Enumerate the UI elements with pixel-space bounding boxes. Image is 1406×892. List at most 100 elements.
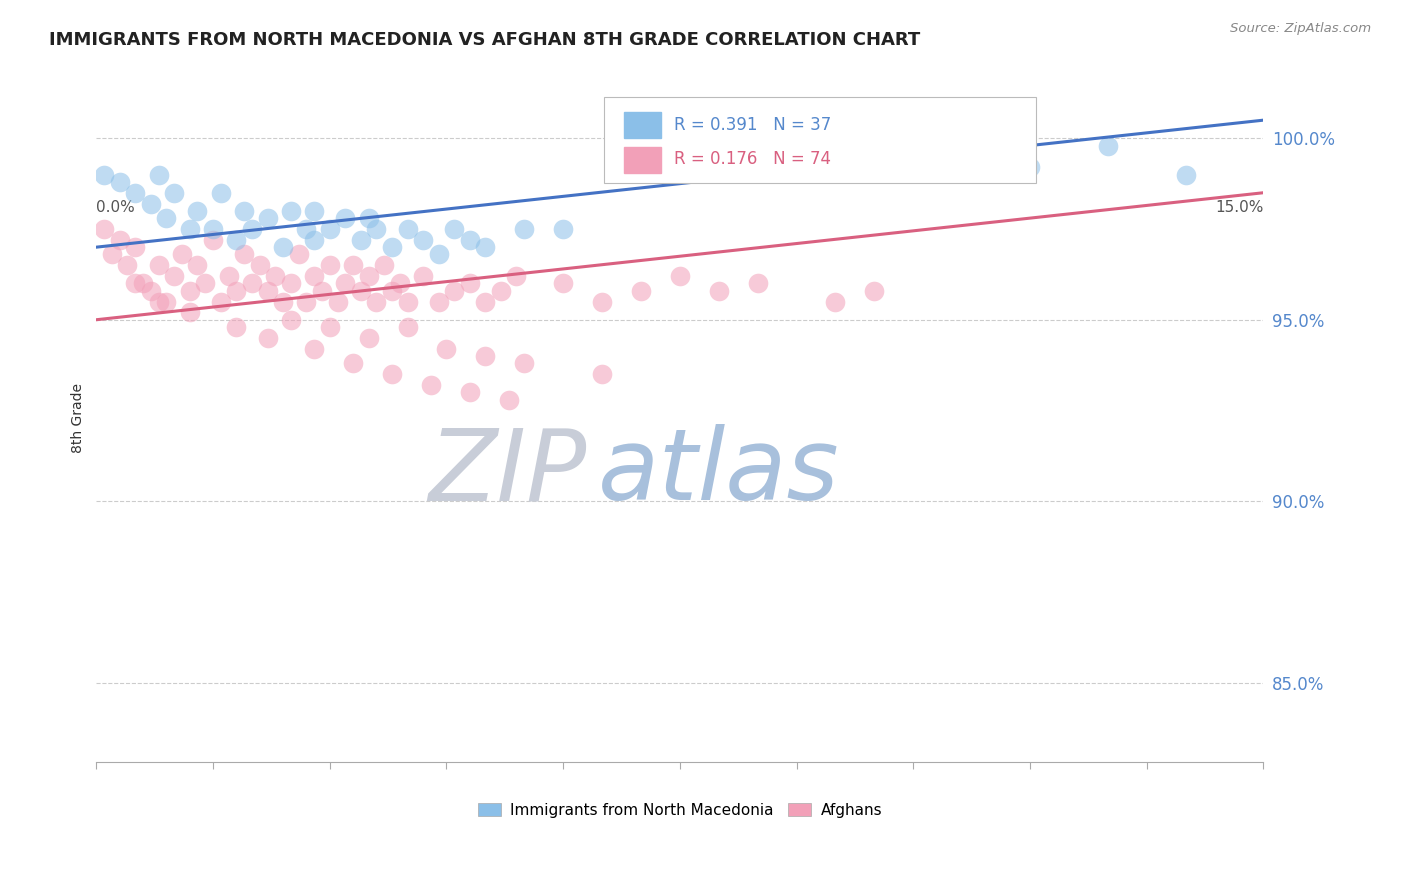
Point [335,277,357,291]
Text: atlas: atlas [598,425,839,521]
Point [233,203,256,218]
Point [179,222,201,236]
Point [342,356,364,370]
Point [396,294,419,309]
Point [474,349,496,363]
Point [155,211,177,226]
Point [155,294,177,309]
Point [357,331,380,345]
Point [747,277,769,291]
Text: Source: ZipAtlas.com: Source: ZipAtlas.com [1230,22,1371,36]
Point [124,240,146,254]
Point [436,342,458,356]
Point [240,277,263,291]
Point [1174,168,1197,182]
Point [124,186,146,200]
Point [863,284,886,298]
Point [458,385,481,400]
Point [148,258,170,272]
Text: ZIP: ZIP [429,425,586,521]
Point [319,258,342,272]
Point [427,294,450,309]
Point [280,312,302,326]
Point [366,222,388,236]
Point [458,233,481,247]
Point [381,367,404,381]
Point [326,294,349,309]
Point [553,277,575,291]
Text: 0.0%: 0.0% [97,200,135,215]
Point [170,247,193,261]
Point [824,294,846,309]
Point [139,284,162,298]
Point [357,211,380,226]
Point [319,222,342,236]
Point [163,269,186,284]
Point [443,222,465,236]
Point [412,269,434,284]
Point [218,269,240,284]
Point [553,222,575,236]
Point [350,284,373,298]
Point [669,269,692,284]
Point [225,320,247,334]
Point [179,305,201,319]
Point [707,284,730,298]
Point [225,233,247,247]
Text: R = 0.176   N = 74: R = 0.176 N = 74 [673,150,831,169]
Point [366,294,388,309]
Point [93,222,115,236]
Point [287,247,309,261]
Point [381,284,404,298]
Point [202,222,225,236]
Point [280,203,302,218]
Point [474,240,496,254]
FancyBboxPatch shape [605,97,1036,183]
Point [271,240,294,254]
Point [427,247,450,261]
Point [302,342,325,356]
Point [412,233,434,247]
Point [396,320,419,334]
Point [357,269,380,284]
Point [474,294,496,309]
Point [186,203,208,218]
Y-axis label: 8th Grade: 8th Grade [72,383,86,453]
Point [280,277,302,291]
Point [302,203,325,218]
Point [591,367,613,381]
Point [148,294,170,309]
Point [1097,138,1119,153]
Bar [624,112,661,138]
Point [186,258,208,272]
Point [342,258,364,272]
Point [179,284,201,298]
Point [591,294,613,309]
Point [419,378,441,392]
Point [194,277,217,291]
Point [132,277,155,291]
Point [233,247,256,261]
Point [249,258,271,272]
Point [256,211,278,226]
Point [319,320,342,334]
Legend: Immigrants from North Macedonia, Afghans: Immigrants from North Macedonia, Afghans [471,797,889,823]
Point [498,392,520,407]
Point [148,168,170,182]
Point [124,277,146,291]
Point [302,233,325,247]
Point [225,284,247,298]
Point [388,277,411,291]
Point [139,196,162,211]
Point [101,247,124,261]
Point [256,284,278,298]
Point [264,269,287,284]
Point [93,168,115,182]
Point [256,331,278,345]
Point [373,258,395,272]
Point [295,294,318,309]
Point [302,269,325,284]
Point [163,186,186,200]
Text: R = 0.391   N = 37: R = 0.391 N = 37 [673,116,831,134]
Point [271,294,294,309]
